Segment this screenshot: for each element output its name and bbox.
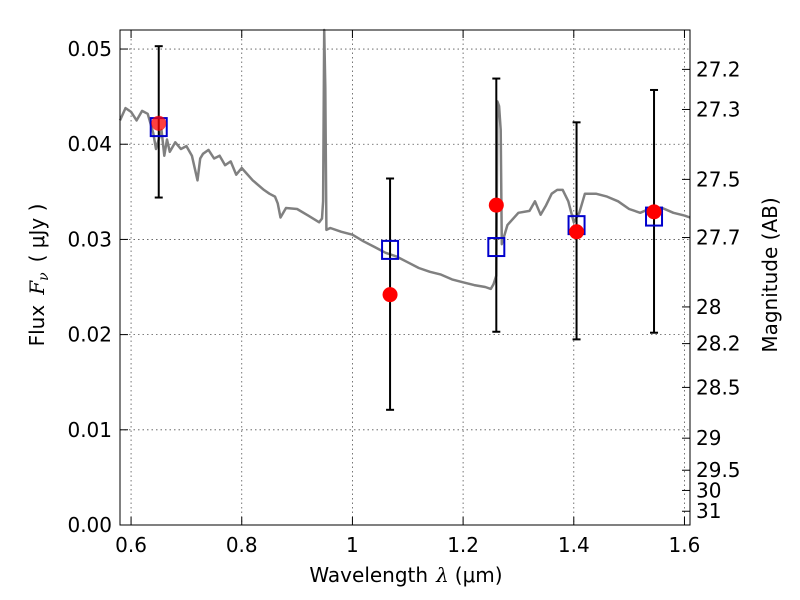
observed-point	[569, 224, 585, 240]
y2-tick-label: 28.5	[696, 375, 741, 399]
observed-photometry-markers	[151, 115, 662, 303]
y-tick-label: 0.00	[67, 513, 112, 537]
y2-tick-label: 28.2	[696, 332, 741, 356]
observed-point	[382, 287, 398, 303]
observed-point	[488, 197, 504, 213]
y2-tick-label: 29	[696, 426, 721, 450]
y2-axis-title: Magnitude (AB)	[758, 197, 782, 352]
y-tick-label: 0.04	[67, 132, 112, 156]
y-tick-label: 0.05	[67, 37, 112, 61]
y-tick-label: 0.03	[67, 227, 112, 251]
x-tick-label: 1.6	[669, 533, 701, 557]
x-axis-title-prefix: Wavelength	[309, 563, 428, 587]
y2-tick-label: 27.5	[696, 167, 741, 191]
model-spectrum-line	[118, 28, 691, 291]
y-axis-title-subscript: ν	[36, 272, 52, 281]
y-axis-title-prefix: Flux	[25, 305, 49, 347]
y-tick-label: 0.02	[67, 323, 112, 347]
x-tick-label: 0.8	[226, 533, 258, 557]
observed-point	[646, 204, 662, 220]
y2-tick-label: 29.5	[696, 458, 741, 482]
y2-tick-label: 27.7	[696, 226, 741, 250]
y2-tick-label: 27.2	[696, 57, 741, 81]
y2-tick-label: 27.3	[696, 97, 741, 121]
x-axis-title-unit: (μm)	[455, 563, 503, 587]
model-photometry-square	[381, 239, 400, 260]
y2-tick-label: 31	[696, 499, 721, 523]
plot-area	[118, 28, 691, 411]
y-axis-title: Flux Fν ( μJy )	[25, 204, 52, 347]
x-tick-label: 1	[346, 533, 359, 557]
y-axis-title-symbol: F	[25, 280, 49, 296]
observed-point	[151, 115, 167, 131]
y2-tick-label: 30	[696, 478, 721, 502]
x-tick-label: 1.2	[447, 533, 479, 557]
y2-tick-label: 28	[696, 295, 721, 319]
axes-frame	[119, 29, 691, 526]
y-axis-title-unit: ( μJy )	[25, 204, 49, 263]
model-photometry-square	[487, 237, 506, 258]
y-tick-label: 0.01	[67, 418, 112, 442]
x-tick-label: 1.4	[558, 533, 590, 557]
x-axis-title: Wavelength λ (μm)	[309, 563, 502, 587]
x-axis-title-symbol: λ	[435, 563, 449, 587]
x-tick-label: 0.6	[115, 533, 147, 557]
ticks: 0.6 0.8 1 1.2 1.4 1.6 0.00 0.01 0.02 0.03 0.04 0.05…	[67, 30, 741, 557]
